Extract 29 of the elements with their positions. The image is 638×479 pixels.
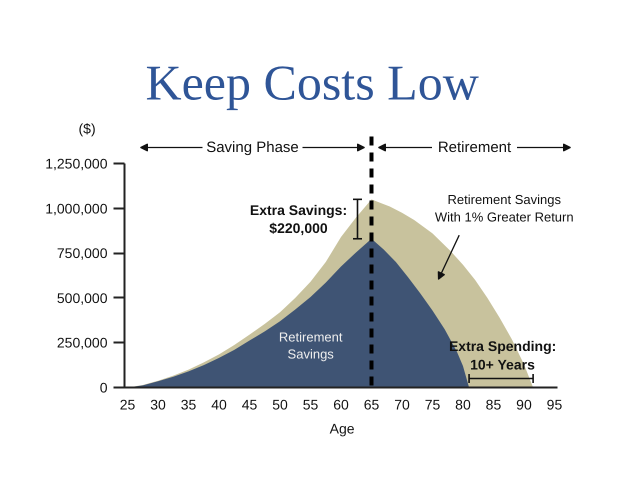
x-tick-label: 25 — [120, 396, 136, 412]
x-axis-title: Age — [330, 420, 355, 436]
x-tick-label: 80 — [455, 396, 471, 412]
x-tick-label: 40 — [211, 396, 228, 412]
x-tick-label: 30 — [150, 396, 166, 412]
y-tick-label: 750,000 — [56, 245, 108, 262]
y-axis-title: ($) — [78, 120, 96, 136]
chart-title: Keep Costs Low — [146, 54, 479, 110]
x-tick-label: 85 — [486, 396, 502, 412]
y-tick-label: 1,000,000 — [45, 200, 108, 216]
x-tick-label: 95 — [546, 396, 562, 412]
x-tick-label: 35 — [180, 396, 197, 412]
text: Saving Phase — [206, 139, 299, 156]
x-tick-label: 70 — [394, 396, 410, 412]
x-tick-label: 45 — [242, 396, 258, 412]
y-tick-label: 500,000 — [56, 290, 108, 306]
x-tick-label: 75 — [424, 396, 440, 412]
x-tick-label: 55 — [302, 396, 319, 412]
y-tick-label: 1,250,000 — [45, 156, 108, 172]
x-tick-label: 65 — [364, 396, 380, 412]
y-tick-label: 250,000 — [56, 334, 108, 351]
series-label: Retirement Savings — [278, 329, 343, 362]
text: Retirement — [438, 139, 512, 156]
annotation: Extra Savings: $220,000 — [250, 202, 348, 236]
y-tick-label: 0 — [100, 380, 108, 396]
x-tick-label: 60 — [333, 396, 349, 412]
x-tick-label: 50 — [272, 396, 288, 412]
x-tick-label: 90 — [516, 396, 532, 412]
series-label: Retirement Savings With 1% Greater Return — [434, 192, 574, 224]
